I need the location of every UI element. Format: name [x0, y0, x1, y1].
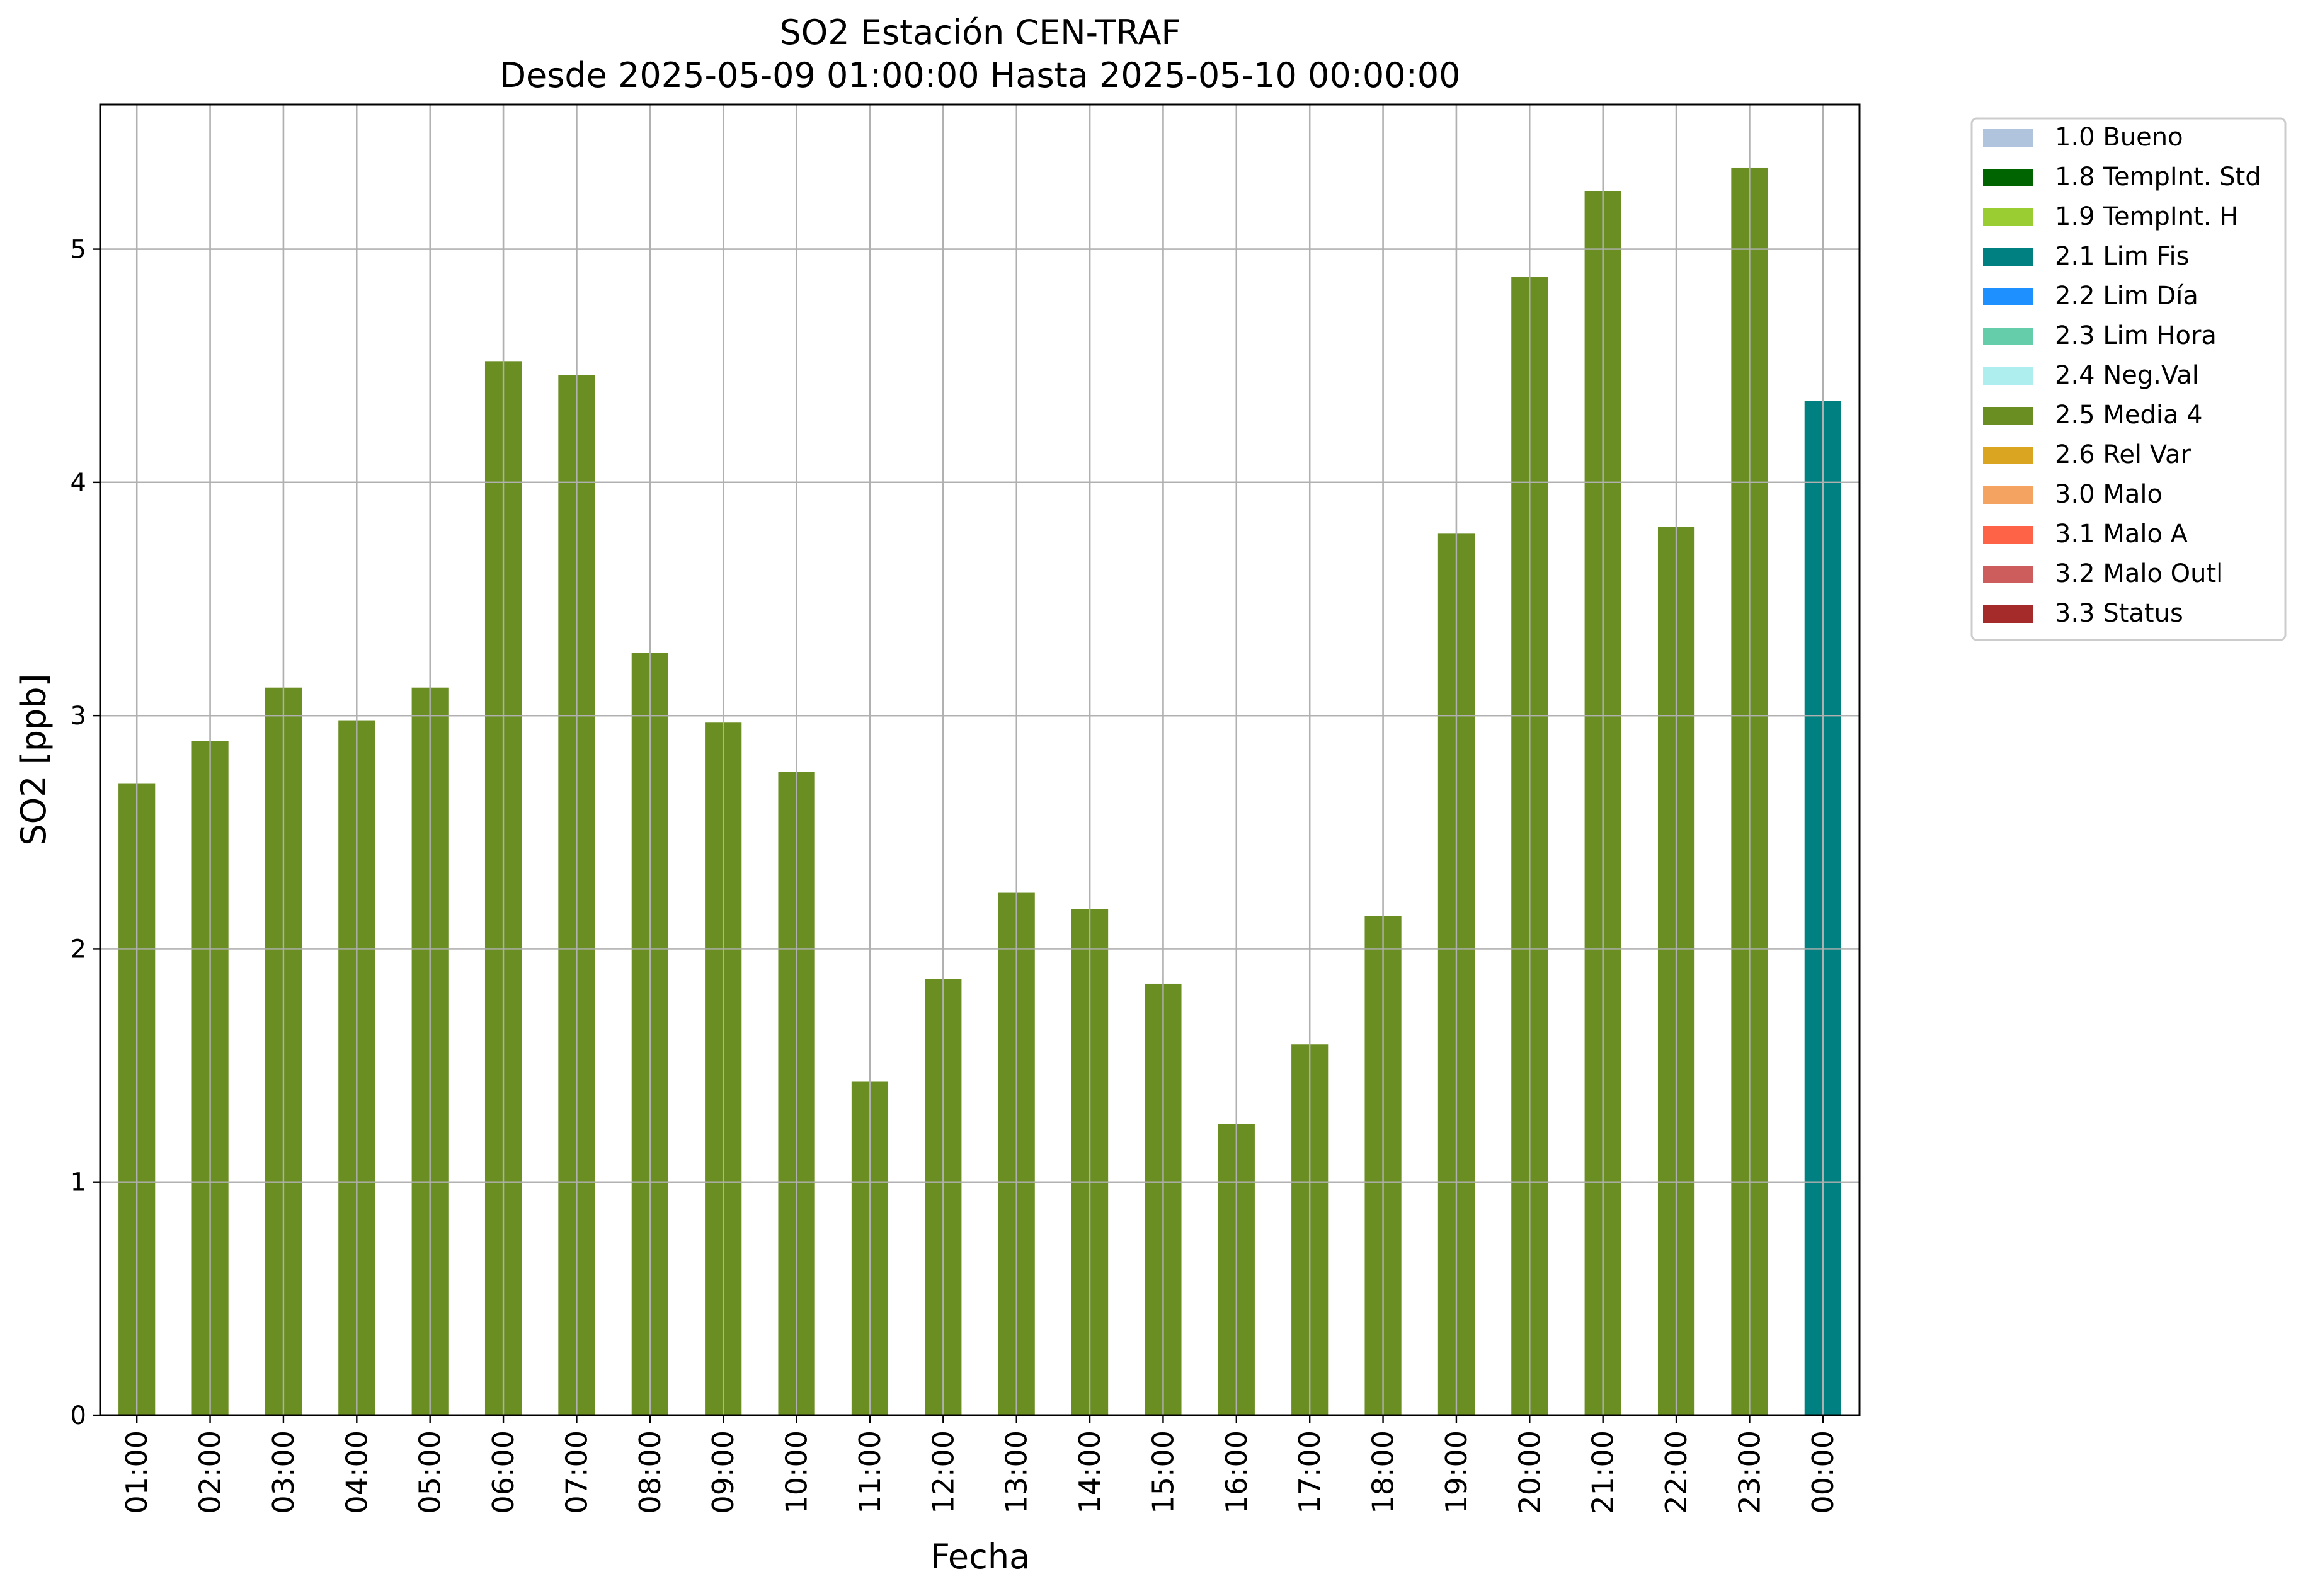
x-tick-label: 01:00	[120, 1430, 154, 1514]
x-tick-label: 12:00	[926, 1430, 960, 1514]
legend-swatch	[1983, 407, 2033, 425]
legend-label: 3.0 Malo	[2055, 480, 2163, 509]
x-tick-label: 21:00	[1586, 1430, 1620, 1514]
legend-swatch	[1983, 169, 2033, 186]
x-tick-label: 22:00	[1659, 1430, 1693, 1514]
legend-swatch	[1983, 288, 2033, 305]
legend-label: 3.3 Status	[2055, 599, 2183, 628]
x-axis-label: Fecha	[930, 1537, 1030, 1576]
legend-label: 2.2 Lim Día	[2055, 282, 2198, 311]
legend-swatch	[1983, 566, 2033, 583]
x-tick-label: 15:00	[1146, 1430, 1180, 1514]
legend-label: 2.1 Lim Fis	[2055, 242, 2189, 271]
legend-label: 1.9 TempInt. H	[2055, 202, 2238, 231]
x-axis: 01:00 02:00 03:00 04:00 05:00 06:00 07:00 08:00…	[120, 1415, 1840, 1514]
legend-swatch	[1983, 328, 2033, 345]
x-tick-label: 18:00	[1366, 1430, 1400, 1514]
x-tick-label: 10:00	[780, 1430, 814, 1514]
y-tick-label: 1	[71, 1168, 86, 1197]
y-tick-label: 5	[71, 236, 86, 265]
y-tick-label: 0	[71, 1401, 86, 1430]
legend-swatch	[1983, 248, 2033, 266]
bars	[100, 105, 1860, 1416]
legend-swatch	[1983, 129, 2033, 147]
legend-swatch	[1983, 447, 2033, 464]
legend-label: 1.0 Bueno	[2055, 123, 2183, 152]
y-axis: 0 1 2 3 4 5	[71, 236, 100, 1430]
legend-entries: 1.0 Bueno 1.8 TempInt. Std 1.9 TempInt. H 2…	[1983, 123, 2261, 628]
legend-swatch	[1983, 367, 2033, 385]
x-tick-label: 16:00	[1220, 1430, 1254, 1514]
x-tick-label: 05:00	[413, 1430, 447, 1514]
x-tick-label: 13:00	[1000, 1430, 1034, 1514]
x-tick-label: 17:00	[1293, 1430, 1327, 1514]
legend-label: 2.5 Media 4	[2055, 401, 2203, 430]
chart-subtitle: Desde 2025-05-09 01:00:00 Hasta 2025-05-…	[500, 55, 1460, 95]
x-tick-label: 06:00	[486, 1430, 520, 1514]
legend-swatch	[1983, 526, 2033, 544]
x-tick-label: 07:00	[559, 1430, 593, 1514]
y-tick-label: 4	[71, 469, 86, 498]
legend-label: 2.4 Neg.Val	[2055, 361, 2199, 390]
x-tick-label: 00:00	[1806, 1430, 1840, 1514]
legend: 1.0 Bueno 1.8 TempInt. Std 1.9 TempInt. H 2…	[1970, 117, 2287, 641]
y-axis-label: SO2 [ppb]	[14, 673, 54, 845]
x-tick-label: 11:00	[853, 1430, 887, 1514]
x-tick-label: 19:00	[1439, 1430, 1473, 1514]
y-tick-label: 2	[71, 935, 86, 964]
x-tick-label: 23:00	[1732, 1430, 1766, 1514]
legend-label: 2.6 Rel Var	[2055, 440, 2192, 469]
x-tick-label: 03:00	[266, 1430, 300, 1514]
x-tick-label: 08:00	[633, 1430, 667, 1514]
legend-swatch	[1983, 605, 2033, 623]
legend-label: 3.2 Malo Outl	[2055, 559, 2223, 588]
x-tick-label: 02:00	[193, 1430, 227, 1514]
x-tick-label: 04:00	[340, 1430, 374, 1514]
legend-label: 2.3 Lim Hora	[2055, 321, 2217, 350]
legend-label: 1.8 TempInt. Std	[2055, 162, 2261, 191]
x-tick-label: 20:00	[1512, 1430, 1546, 1514]
plot-frame	[99, 103, 1861, 1416]
legend-label: 3.1 Malo A	[2055, 520, 2188, 549]
x-tick-label: 09:00	[706, 1430, 740, 1514]
legend-swatch	[1983, 486, 2033, 504]
legend-swatch	[1983, 208, 2033, 226]
x-tick-label: 14:00	[1073, 1430, 1107, 1514]
y-tick-label: 3	[71, 702, 86, 731]
legend-frame	[1970, 117, 2287, 641]
chart-title: SO2 Estación CEN-TRAF	[779, 13, 1180, 52]
